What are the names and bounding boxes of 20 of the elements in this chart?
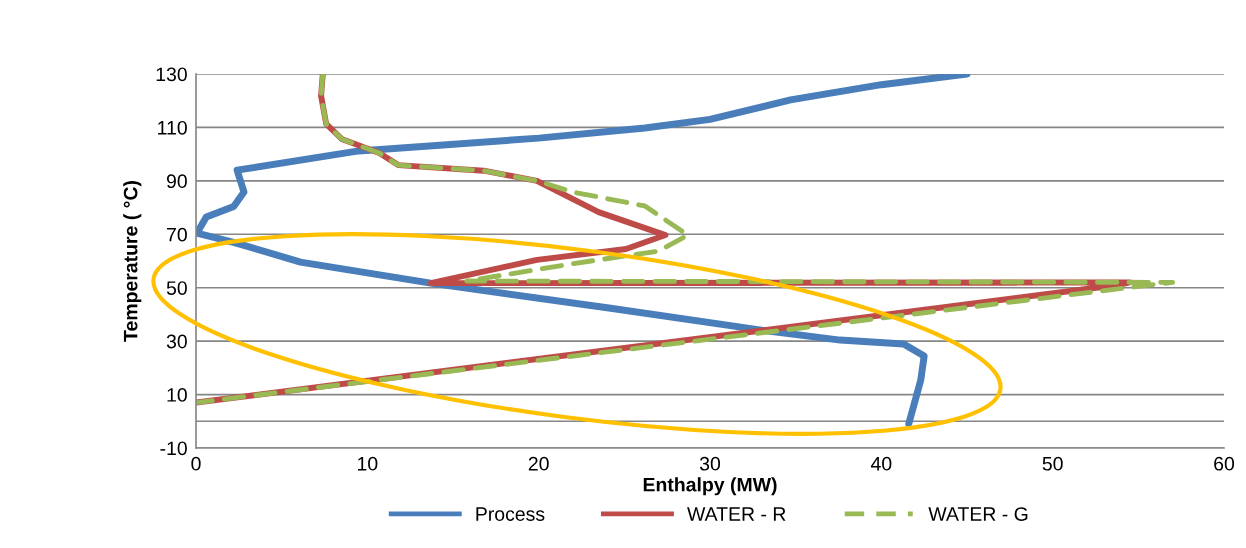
y-tick-label: 90 (166, 174, 187, 189)
x-tick-label: 10 (358, 456, 378, 471)
x-axis-title: Enthalpy (MW) (643, 477, 777, 496)
legend-label: WATER - R (687, 507, 786, 521)
y-tick-label: 130 (156, 67, 187, 82)
y-tick-label: -10 (160, 441, 187, 456)
y-tick-label: 50 (166, 281, 187, 295)
legend-label: Process (476, 507, 545, 521)
y-tick-label: 110 (158, 120, 187, 135)
y-tick-label: 30 (166, 334, 187, 349)
x-tick-label: 50 (1042, 456, 1063, 471)
x-tick-label: 30 (699, 456, 721, 471)
y-tick-label: 70 (167, 227, 187, 242)
x-tick-label: 40 (870, 456, 892, 471)
x-tick-label: 60 (1214, 456, 1235, 471)
y-tick-label: 10 (167, 388, 187, 402)
x-tick-label: 20 (528, 456, 549, 471)
legend-label: WATER - G (928, 507, 1028, 521)
y-axis-title: Temperature ( °C) (123, 181, 142, 342)
x-tick-label: 0 (191, 456, 201, 471)
